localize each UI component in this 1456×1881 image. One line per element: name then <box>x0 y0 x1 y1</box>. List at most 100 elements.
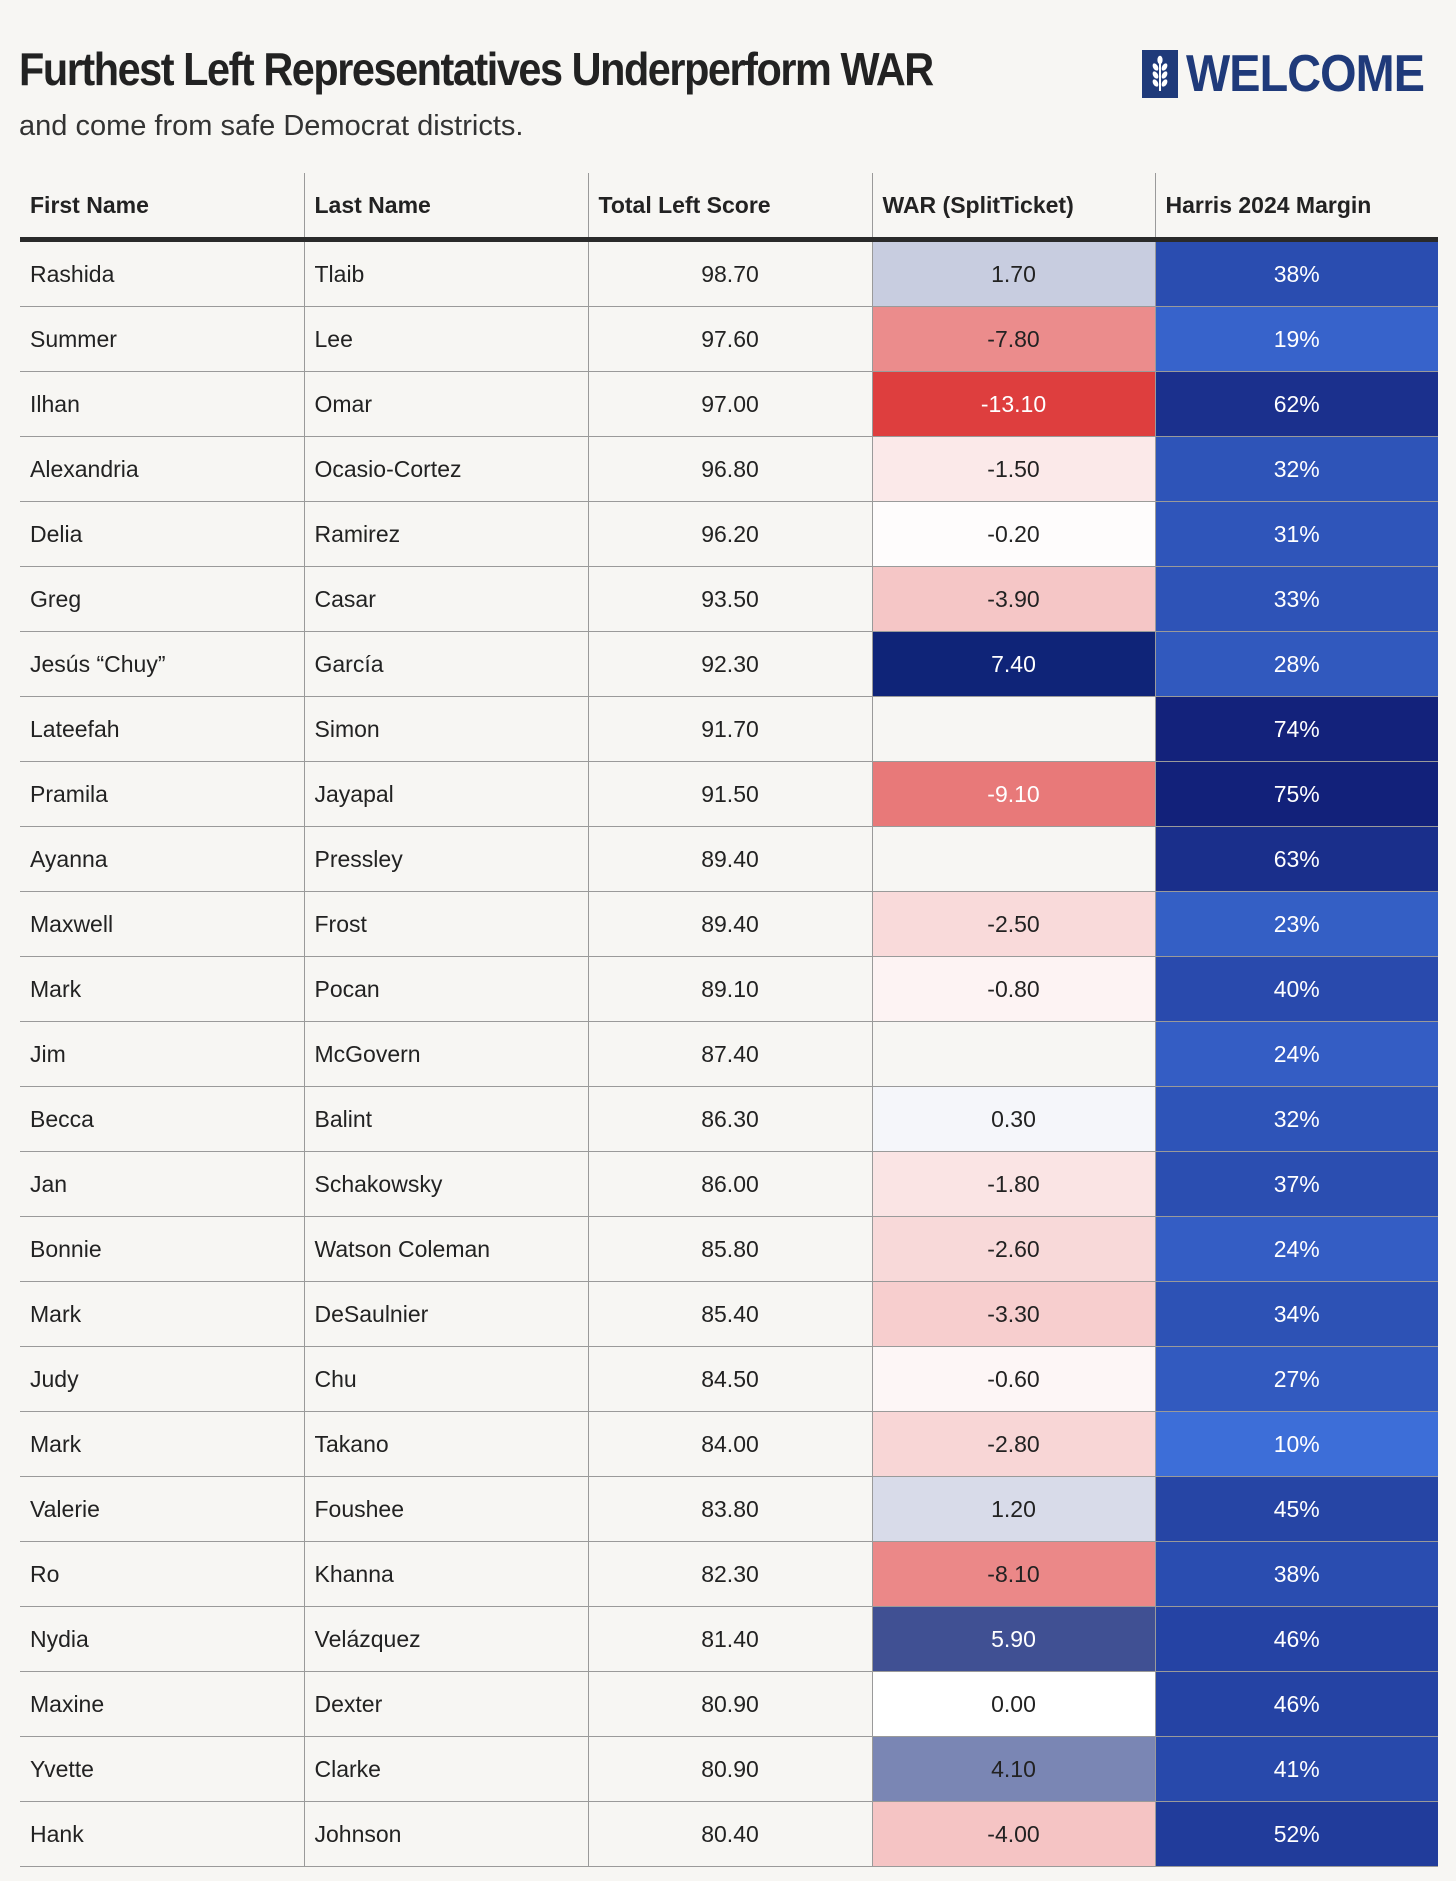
harris-margin-cell: 63% <box>1154 826 1438 892</box>
table-row: Ayanna Pressley 89.40 63% <box>20 826 1438 892</box>
table-row: Pramila Jayapal 91.50 -9.10 75% <box>20 761 1438 827</box>
table-row: Jan Schakowsky 86.00 -1.80 37% <box>20 1151 1438 1217</box>
table-row: Nydia Velázquez 81.40 5.90 46% <box>20 1606 1438 1672</box>
last-name-cell: Jayapal <box>303 761 588 827</box>
last-name-cell: Velázquez <box>303 1606 588 1672</box>
harris-margin-cell: 31% <box>1154 501 1438 567</box>
war-cell: -0.80 <box>871 956 1155 1022</box>
last-name-cell: Ocasio-Cortez <box>303 436 588 502</box>
last-name-cell: Watson Coleman <box>303 1216 588 1282</box>
first-name-cell: Jan <box>20 1151 304 1217</box>
data-table: First Name Last Name Total Left Score WA… <box>20 173 1438 1867</box>
table-row: Rashida Tlaib 98.70 1.70 38% <box>20 239 1438 307</box>
table-row: Maxwell Frost 89.40 -2.50 23% <box>20 891 1438 957</box>
last-name-cell: Johnson <box>303 1801 588 1867</box>
total-left-score-cell: 87.40 <box>587 1021 872 1087</box>
first-name-cell: Becca <box>20 1086 304 1152</box>
last-name-cell: McGovern <box>303 1021 588 1087</box>
first-name-cell: Summer <box>20 306 304 372</box>
column-header-last-name: Last Name <box>303 173 588 242</box>
total-left-score-cell: 85.80 <box>587 1216 872 1282</box>
last-name-cell: Chu <box>303 1346 588 1412</box>
harris-margin-cell: 32% <box>1154 436 1438 502</box>
first-name-cell: Ayanna <box>20 826 304 892</box>
total-left-score-cell: 80.90 <box>587 1736 872 1802</box>
war-cell: 4.10 <box>871 1736 1155 1802</box>
total-left-score-cell: 82.30 <box>587 1541 872 1607</box>
table-row: Maxine Dexter 80.90 0.00 46% <box>20 1671 1438 1737</box>
war-cell: -9.10 <box>871 761 1155 827</box>
harris-margin-cell: 34% <box>1154 1281 1438 1347</box>
column-header-total-left-score: Total Left Score <box>587 173 872 242</box>
harris-margin-cell: 62% <box>1154 371 1438 437</box>
table-body: Rashida Tlaib 98.70 1.70 38% Summer Lee 97.60 -7… <box>20 239 1438 1867</box>
table-row: Mark Pocan 89.10 -0.80 40% <box>20 956 1438 1022</box>
total-left-score-cell: 97.60 <box>587 306 872 372</box>
harris-margin-cell: 33% <box>1154 566 1438 632</box>
first-name-cell: Greg <box>20 566 304 632</box>
total-left-score-cell: 89.10 <box>587 956 872 1022</box>
last-name-cell: Clarke <box>303 1736 588 1802</box>
table-row: Delia Ramirez 96.20 -0.20 31% <box>20 501 1438 567</box>
harris-margin-cell: 24% <box>1154 1216 1438 1282</box>
first-name-cell: Jesús “Chuy” <box>20 631 304 697</box>
last-name-cell: García <box>303 631 588 697</box>
table-row: Judy Chu 84.50 -0.60 27% <box>20 1346 1438 1412</box>
total-left-score-cell: 81.40 <box>587 1606 872 1672</box>
table-row: Mark Takano 84.00 -2.80 10% <box>20 1411 1438 1477</box>
first-name-cell: Lateefah <box>20 696 304 762</box>
column-header-first-name: First Name <box>20 173 304 242</box>
total-left-score-cell: 98.70 <box>587 239 872 307</box>
total-left-score-cell: 84.50 <box>587 1346 872 1412</box>
harris-margin-cell: 19% <box>1154 306 1438 372</box>
total-left-score-cell: 91.70 <box>587 696 872 762</box>
total-left-score-cell: 96.80 <box>587 436 872 502</box>
war-cell <box>871 826 1155 892</box>
last-name-cell: Khanna <box>303 1541 588 1607</box>
total-left-score-cell: 85.40 <box>587 1281 872 1347</box>
total-left-score-cell: 92.30 <box>587 631 872 697</box>
first-name-cell: Valerie <box>20 1476 304 1542</box>
last-name-cell: Omar <box>303 371 588 437</box>
war-cell: 5.90 <box>871 1606 1155 1672</box>
war-cell <box>871 696 1155 762</box>
war-cell: 0.30 <box>871 1086 1155 1152</box>
harris-margin-cell: 27% <box>1154 1346 1438 1412</box>
harris-margin-cell: 23% <box>1154 891 1438 957</box>
first-name-cell: Rashida <box>20 239 304 307</box>
first-name-cell: Bonnie <box>20 1216 304 1282</box>
header-row: First Name Last Name Total Left Score WA… <box>20 173 1438 242</box>
harris-margin-cell: 41% <box>1154 1736 1438 1802</box>
first-name-cell: Maxine <box>20 1671 304 1737</box>
total-left-score-cell: 86.00 <box>587 1151 872 1217</box>
last-name-cell: Schakowsky <box>303 1151 588 1217</box>
column-header-harris-margin: Harris 2024 Margin <box>1154 173 1438 242</box>
war-cell: -8.10 <box>871 1541 1155 1607</box>
table-row: Jim McGovern 87.40 24% <box>20 1021 1438 1087</box>
last-name-cell: Foushee <box>303 1476 588 1542</box>
welcome-logo: WELCOME <box>1142 48 1451 100</box>
harris-margin-cell: 75% <box>1154 761 1438 827</box>
first-name-cell: Mark <box>20 1411 304 1477</box>
table-row: Mark DeSaulnier 85.40 -3.30 34% <box>20 1281 1438 1347</box>
logo-text: WELCOME <box>1186 45 1425 103</box>
last-name-cell: Frost <box>303 891 588 957</box>
war-cell <box>871 1021 1155 1087</box>
table-row: Hank Johnson 80.40 -4.00 52% <box>20 1801 1438 1867</box>
war-cell: -2.60 <box>871 1216 1155 1282</box>
harris-margin-cell: 52% <box>1154 1801 1438 1867</box>
last-name-cell: Takano <box>303 1411 588 1477</box>
harris-margin-cell: 32% <box>1154 1086 1438 1152</box>
war-cell: -2.50 <box>871 891 1155 957</box>
harris-margin-cell: 24% <box>1154 1021 1438 1087</box>
war-cell: -0.20 <box>871 501 1155 567</box>
last-name-cell: Tlaib <box>303 239 588 307</box>
war-cell: -2.80 <box>871 1411 1155 1477</box>
last-name-cell: Pocan <box>303 956 588 1022</box>
table-row: Jesús “Chuy” García 92.30 7.40 28% <box>20 631 1438 697</box>
table-row: Ro Khanna 82.30 -8.10 38% <box>20 1541 1438 1607</box>
harris-margin-cell: 28% <box>1154 631 1438 697</box>
table-row: Valerie Foushee 83.80 1.20 45% <box>20 1476 1438 1542</box>
harris-margin-cell: 46% <box>1154 1606 1438 1672</box>
harris-margin-cell: 40% <box>1154 956 1438 1022</box>
